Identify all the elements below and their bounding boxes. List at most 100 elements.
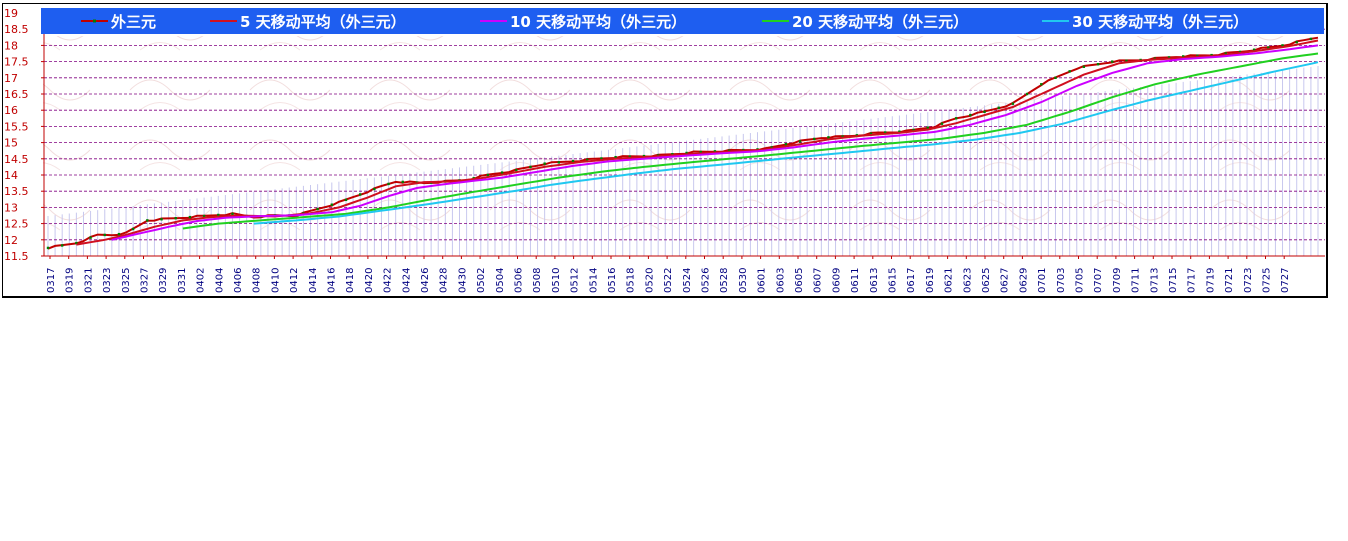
x-tick-label: 0524: [682, 268, 693, 293]
series-point: [969, 113, 972, 117]
series-point: [1096, 62, 1100, 66]
x-tick-label: 0520: [644, 268, 655, 293]
y-tick-label: 16.5: [4, 88, 29, 101]
x-tick-label: 0721: [1224, 268, 1235, 293]
x-tick-label: 0327: [140, 268, 151, 293]
x-tick-label: 0613: [869, 268, 880, 293]
x-tick-label: 0707: [1093, 268, 1104, 293]
x-tick-label: 0727: [1280, 268, 1291, 293]
series-point: [500, 171, 504, 174]
series-point: [358, 193, 362, 196]
series-point: [926, 126, 929, 129]
x-tick-label: 0412: [289, 268, 300, 293]
x-tick-label: 0512: [570, 268, 581, 293]
x-tick-label: 0619: [925, 268, 936, 293]
series-point: [1125, 59, 1128, 62]
y-tick-label: 19: [4, 7, 18, 20]
series-point: [628, 155, 631, 158]
series-point: [997, 106, 1000, 109]
y-tick-label: 14: [4, 169, 18, 182]
series-point: [1111, 60, 1114, 63]
y-tick-label: 11.5: [4, 250, 29, 263]
series-point: [75, 241, 78, 245]
x-tick-label: 0410: [270, 268, 281, 293]
series-point: [1054, 76, 1057, 79]
series-point: [103, 233, 106, 237]
y-tick-label: 14.5: [4, 153, 29, 166]
x-tick-label: 0402: [196, 268, 207, 293]
legend-marker: [93, 19, 96, 23]
series-point: [146, 219, 149, 222]
series-point: [827, 136, 830, 139]
series-point: [515, 168, 518, 172]
y-tick-label: 13.5: [4, 185, 29, 198]
x-tick-label: 0615: [888, 268, 899, 293]
series-point: [401, 180, 404, 184]
series-point: [60, 244, 64, 247]
x-tick-label: 0416: [327, 268, 338, 293]
x-tick-label: 0331: [177, 268, 188, 293]
x-tick-label: 0709: [1112, 268, 1123, 293]
y-tick-label: 15: [4, 137, 18, 150]
y-tick-label: 17: [4, 72, 18, 85]
x-tick-label: 0323: [102, 268, 113, 293]
series-point: [1181, 55, 1185, 58]
series-point: [1082, 65, 1086, 68]
series-point: [1224, 52, 1227, 55]
series-point: [983, 110, 986, 114]
x-tick-label: 0420: [364, 268, 375, 293]
legend-label: 5 天移动平均（外三元）: [240, 13, 406, 31]
series-point: [344, 198, 348, 202]
x-tick-label: 0603: [775, 268, 786, 293]
series-point: [1011, 102, 1015, 105]
series-point: [486, 173, 490, 177]
series-point: [784, 143, 788, 146]
series-point: [571, 159, 575, 163]
y-tick-label: 12: [4, 234, 18, 247]
x-tick-label: 0502: [476, 268, 487, 293]
x-tick-label: 0719: [1205, 268, 1216, 293]
series-point: [188, 215, 192, 219]
x-tick-label: 0701: [1037, 268, 1048, 293]
x-tick-label: 0508: [532, 268, 543, 293]
series-point: [869, 132, 873, 135]
series-point: [685, 151, 688, 155]
legend-label: 10 天移动平均（外三元）: [510, 13, 686, 31]
series-point: [117, 232, 121, 236]
series-point: [202, 214, 206, 218]
series-point: [586, 158, 589, 161]
series-point: [543, 162, 546, 165]
x-tick-label: 0426: [420, 268, 431, 293]
series-point: [614, 155, 617, 159]
series-point: [884, 131, 887, 134]
series-lines: [46, 36, 1319, 250]
legend-bar: [41, 8, 1324, 34]
x-tick-label: 0516: [607, 268, 618, 293]
series-line: [253, 61, 1319, 225]
series-point: [912, 128, 915, 132]
axes: [43, 13, 1325, 257]
y-tick-label: 18: [4, 39, 18, 52]
x-tick-label: 0617: [906, 268, 917, 293]
x-tick-label: 0422: [383, 268, 394, 293]
x-tick-label: 0526: [701, 268, 712, 293]
x-tick-label: 0711: [1131, 268, 1142, 293]
series-point: [387, 182, 390, 186]
legend: 外三元 5 天移动平均（外三元） 10 天移动平均（外三元） 20 天移动平均（外三元…: [81, 13, 1248, 31]
x-tick-label: 0430: [457, 268, 468, 293]
series-point: [713, 150, 717, 153]
x-tick-label: 0528: [719, 268, 730, 293]
series-point: [813, 137, 816, 141]
x-tick-label: 0321: [83, 268, 94, 293]
legend-label: 20 天移动平均（外三元）: [792, 13, 968, 31]
series-point: [1210, 53, 1213, 57]
y-tick-labels: 11.5 12 12.5 13 13.5 14 14.5 15 15.5 16 16.5 17 17.5…: [4, 7, 44, 263]
series-point: [699, 150, 702, 154]
series-point: [131, 227, 135, 231]
series-point: [89, 236, 92, 239]
x-tick-label: 0408: [252, 268, 263, 293]
series-line: [111, 44, 1319, 241]
series-point: [1309, 37, 1313, 41]
series-point: [1196, 54, 1199, 57]
x-tick-label: 0717: [1187, 268, 1198, 293]
